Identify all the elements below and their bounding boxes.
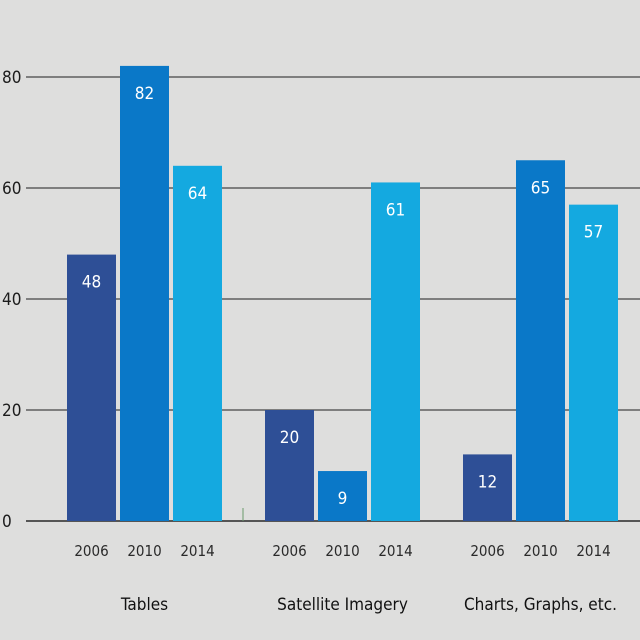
data-label: 9 xyxy=(338,489,348,509)
x-tick-label: 2006 xyxy=(470,542,504,560)
bar xyxy=(371,182,420,521)
bar xyxy=(265,410,314,521)
y-tick-label: 40 xyxy=(2,290,21,310)
bar xyxy=(173,165,222,522)
bar xyxy=(516,160,565,521)
data-label: 57 xyxy=(584,223,603,243)
x-tick-label: 2010 xyxy=(523,542,557,560)
data-label: 12 xyxy=(478,472,497,492)
data-label: 48 xyxy=(82,273,101,293)
category-label: Tables xyxy=(120,595,168,615)
data-label: 64 xyxy=(188,184,207,204)
data-label: 61 xyxy=(386,200,405,220)
y-axis: 0 20 40 60 80 xyxy=(2,68,21,532)
x-tick-label: 2014 xyxy=(576,542,610,560)
x-axis: 2006 2010 2014 Tables 2006 2010 2014 Satellite … xyxy=(74,542,617,615)
bar xyxy=(67,254,116,521)
bar xyxy=(318,471,367,521)
category-label: Charts, Graphs, etc. xyxy=(464,595,617,615)
x-tick-label: 2006 xyxy=(74,542,108,560)
x-tick-label: 2006 xyxy=(272,542,306,560)
y-tick-label: 60 xyxy=(2,179,21,199)
bars: 48 82 64 20 9 61 12 65 57 xyxy=(67,65,618,522)
data-label: 82 xyxy=(135,84,154,104)
bar xyxy=(463,454,512,521)
bar xyxy=(120,65,169,522)
y-tick-label: 80 xyxy=(2,68,21,88)
x-tick-label: 2014 xyxy=(378,542,412,560)
x-tick-label: 2010 xyxy=(325,542,359,560)
data-label: 20 xyxy=(280,428,299,448)
category-label: Satellite Imagery xyxy=(277,595,408,615)
y-tick-label: 0 xyxy=(2,512,12,532)
y-tick-label: 20 xyxy=(2,401,21,421)
bar xyxy=(569,204,618,521)
x-tick-label: 2014 xyxy=(180,542,214,560)
data-label: 65 xyxy=(531,178,550,198)
x-tick-label: 2010 xyxy=(127,542,161,560)
